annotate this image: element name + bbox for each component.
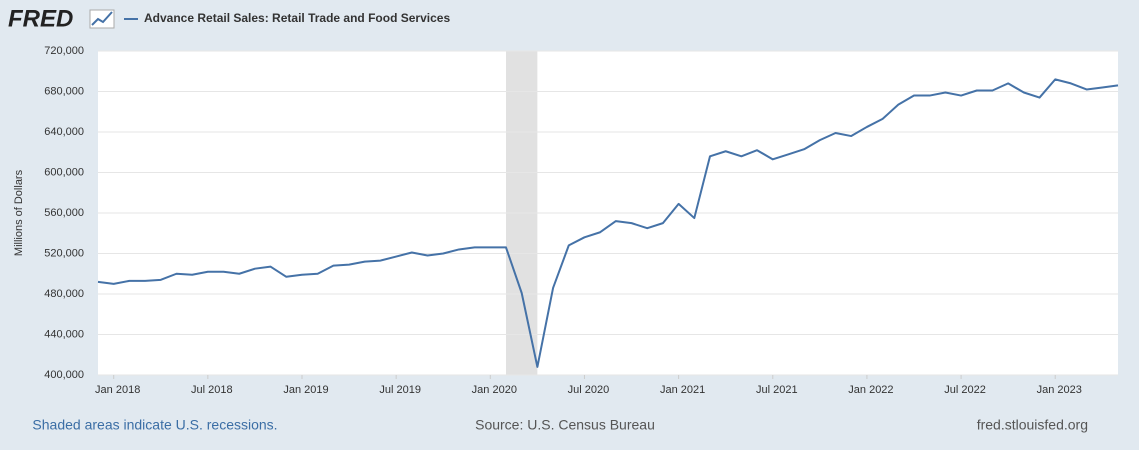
y-tick-label: 560,000 [44, 207, 84, 219]
legend-label: Advance Retail Sales: Retail Trade and F… [144, 11, 450, 25]
x-tick-label: Jul 2022 [944, 384, 986, 396]
y-tick-label: 400,000 [44, 369, 84, 381]
y-tick-label: 440,000 [44, 328, 84, 340]
logo-icon [89, 9, 115, 29]
series-line [97, 78, 1119, 368]
logo: FRED [8, 5, 73, 32]
y-axis-label: Millions of Dollars [13, 169, 25, 256]
x-tick-label: Jul 2020 [568, 384, 610, 396]
y-tick-label: 640,000 [44, 126, 84, 138]
x-tick-label: Jul 2021 [756, 384, 798, 396]
source: Source: U.S. Census Bureau [475, 417, 655, 433]
y-tick-label: 600,000 [44, 166, 84, 178]
footer-note: Shaded areas indicate U.S. recessions. [32, 417, 277, 433]
x-tick-label: Jul 2018 [191, 384, 233, 396]
x-tick-label: Jan 2020 [472, 384, 517, 396]
y-tick-label: 520,000 [44, 247, 84, 259]
y-tick-label: 680,000 [44, 85, 84, 97]
x-tick-label: Jul 2019 [379, 384, 421, 396]
x-tick-label: Jan 2023 [1037, 384, 1082, 396]
x-tick-label: Jan 2021 [660, 384, 705, 396]
y-tick-label: 720,000 [44, 45, 84, 57]
footer-link: fred.stlouisfed.org [977, 417, 1088, 433]
x-tick-label: Jan 2022 [848, 384, 893, 396]
x-tick-label: Jan 2018 [95, 384, 140, 396]
x-tick-label: Jan 2019 [283, 384, 328, 396]
y-tick-label: 480,000 [44, 288, 84, 300]
